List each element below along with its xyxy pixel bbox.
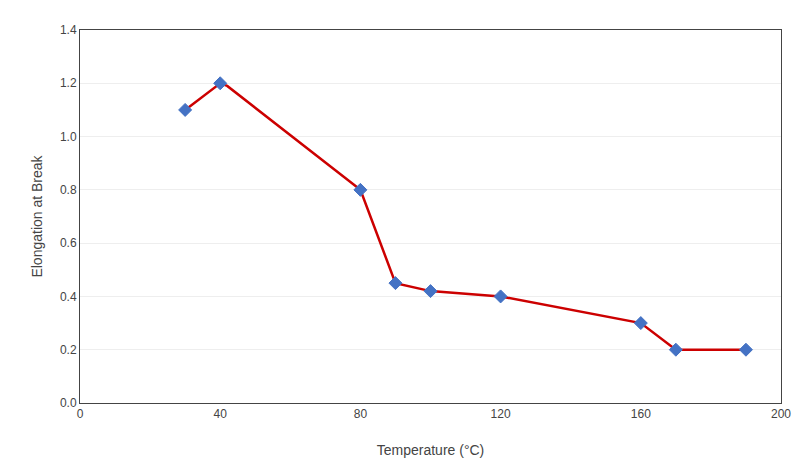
svg-text:Temperature (°C): Temperature (°C) [377,442,485,458]
svg-text:1.2: 1.2 [60,76,77,90]
svg-text:0: 0 [77,407,84,421]
svg-text:0.8: 0.8 [60,183,77,197]
svg-text:160: 160 [631,407,651,421]
svg-text:0.0: 0.0 [60,396,77,410]
svg-text:0.4: 0.4 [60,290,77,304]
svg-text:Elongation at Break: Elongation at Break [29,154,45,277]
svg-text:40: 40 [214,407,228,421]
svg-text:80: 80 [354,407,368,421]
svg-text:0.6: 0.6 [60,236,77,250]
svg-text:1.4: 1.4 [60,23,77,37]
svg-text:200: 200 [771,407,791,421]
svg-text:1.0: 1.0 [60,130,77,144]
svg-text:120: 120 [491,407,511,421]
svg-text:0.2: 0.2 [60,343,77,357]
